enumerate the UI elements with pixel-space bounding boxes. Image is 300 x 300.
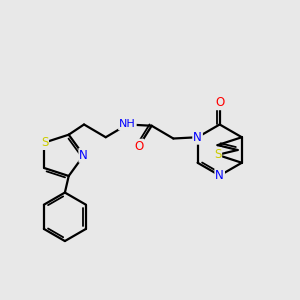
Text: N: N	[79, 149, 88, 162]
Text: O: O	[134, 140, 143, 153]
Text: S: S	[41, 136, 48, 149]
Text: NH: NH	[119, 119, 136, 130]
Text: O: O	[215, 96, 224, 109]
Text: N: N	[193, 131, 202, 144]
Text: S: S	[214, 148, 221, 161]
Text: N: N	[215, 169, 224, 182]
